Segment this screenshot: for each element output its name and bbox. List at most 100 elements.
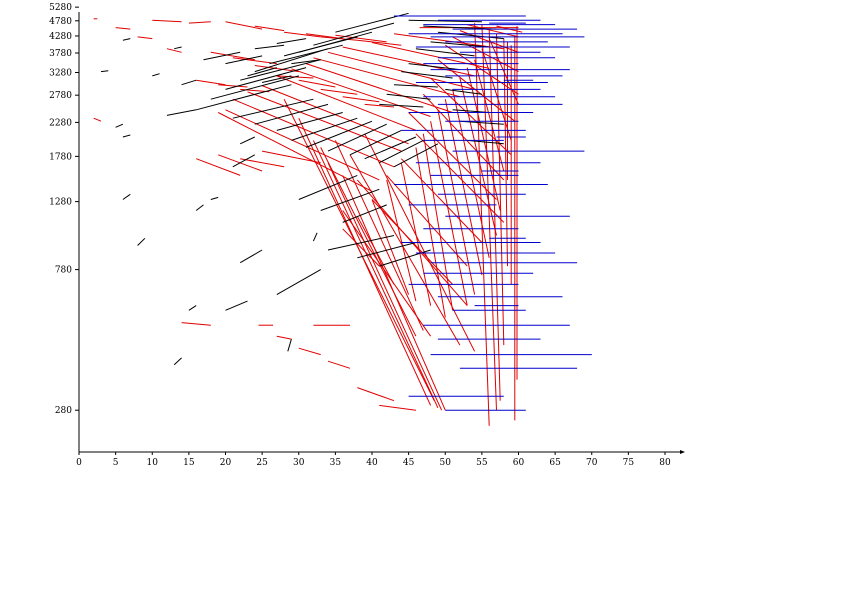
black-segment [203,51,241,61]
red-segment [225,109,380,181]
y-tick-label: 1280 [49,198,72,208]
black-segment [225,67,307,90]
red-segment [379,404,416,411]
black-segment [115,123,124,128]
red-segment [327,162,443,411]
red-segment [196,158,241,176]
black-segment [327,235,395,251]
red-segment [334,140,424,331]
black-segment [313,22,395,46]
black-segment [379,103,424,108]
black-segment [254,48,329,73]
red-segment [166,48,182,53]
red-segment [415,147,446,318]
x-ticks: 0 5 10 15 20 25 30 35 40 45 50 55 60 65 70 75 80 [76,452,671,468]
black-segment [196,84,292,111]
x-tick-label: 50 [440,458,452,468]
red-segment [247,91,402,152]
black-segment [401,71,453,79]
y-tick-label: 3780 [49,49,72,59]
y-tick-label: 1780 [49,152,72,162]
black-segment [122,193,131,200]
black-segment [240,59,321,81]
red-segment [386,175,468,267]
red-segment [137,36,153,40]
series-black [100,12,504,366]
red-segment [225,21,263,30]
red-segment [196,79,226,86]
black-segment [327,123,387,152]
black-segment [357,242,417,259]
black-segment [122,134,131,138]
red-segment [467,24,519,38]
red-segment [452,89,490,258]
black-segment [430,41,490,48]
red-segment [371,199,410,295]
red-segment [342,228,380,267]
red-segment [262,150,321,164]
x-tick-label: 20 [220,458,232,468]
black-segment [122,38,131,41]
axes [78,12,685,454]
red-segment [474,59,505,172]
black-segment [467,139,504,145]
red-segment [93,117,102,122]
red-segment [306,33,343,40]
black-segment [181,79,197,86]
red-segment [284,31,321,38]
red-segment [320,147,417,337]
y-tick-label: 3280 [49,68,72,78]
black-segment [210,196,219,200]
x-tick-label: 25 [256,458,268,468]
red-segment [349,154,461,346]
red-segment [481,48,512,141]
black-segment [320,188,380,211]
y-tick-label: 2280 [49,118,72,128]
x-tick-label: 80 [659,458,671,468]
black-segment [152,73,160,77]
black-segment [437,31,504,40]
black-segment [287,338,292,352]
black-segment [276,38,307,44]
red-segment [188,21,211,24]
x-tick-label: 75 [623,458,635,468]
y-tick-label: 4780 [49,17,72,27]
x-tick-label: 65 [549,458,561,468]
red-segment [217,112,373,192]
y-tick-label: 2780 [49,91,72,101]
black-segment [188,305,197,311]
red-segment [466,67,501,211]
red-segment [115,27,131,30]
x-tick-label: 10 [147,458,159,468]
red-segment [496,33,505,346]
black-segment [386,93,431,100]
red-segment [503,38,508,267]
red-segment [488,29,501,401]
black-segment [298,174,358,200]
black-segment [291,59,321,65]
red-segment [481,24,497,411]
red-segment [386,179,417,302]
black-segment [349,129,402,156]
black-segment [342,204,387,223]
black-segment [312,232,318,242]
black-segment [269,44,343,65]
black-segment [261,75,292,83]
series-red [93,18,523,426]
black-segment [225,55,263,65]
x-tick-label: 60 [513,458,525,468]
red-segment [240,158,285,168]
x-tick-label: 35 [330,458,342,468]
black-segment [408,63,460,71]
red-segment [357,39,402,46]
black-segment [393,143,439,168]
x-tick-label: 70 [586,458,598,468]
red-segment [357,387,395,402]
y-tick-label: 280 [55,406,72,416]
red-segment [276,75,417,131]
y-tick-label: 5780 [49,0,72,1]
x-tick-label: 0 [76,458,82,468]
red-segment [313,57,461,98]
black-segment [247,67,277,77]
